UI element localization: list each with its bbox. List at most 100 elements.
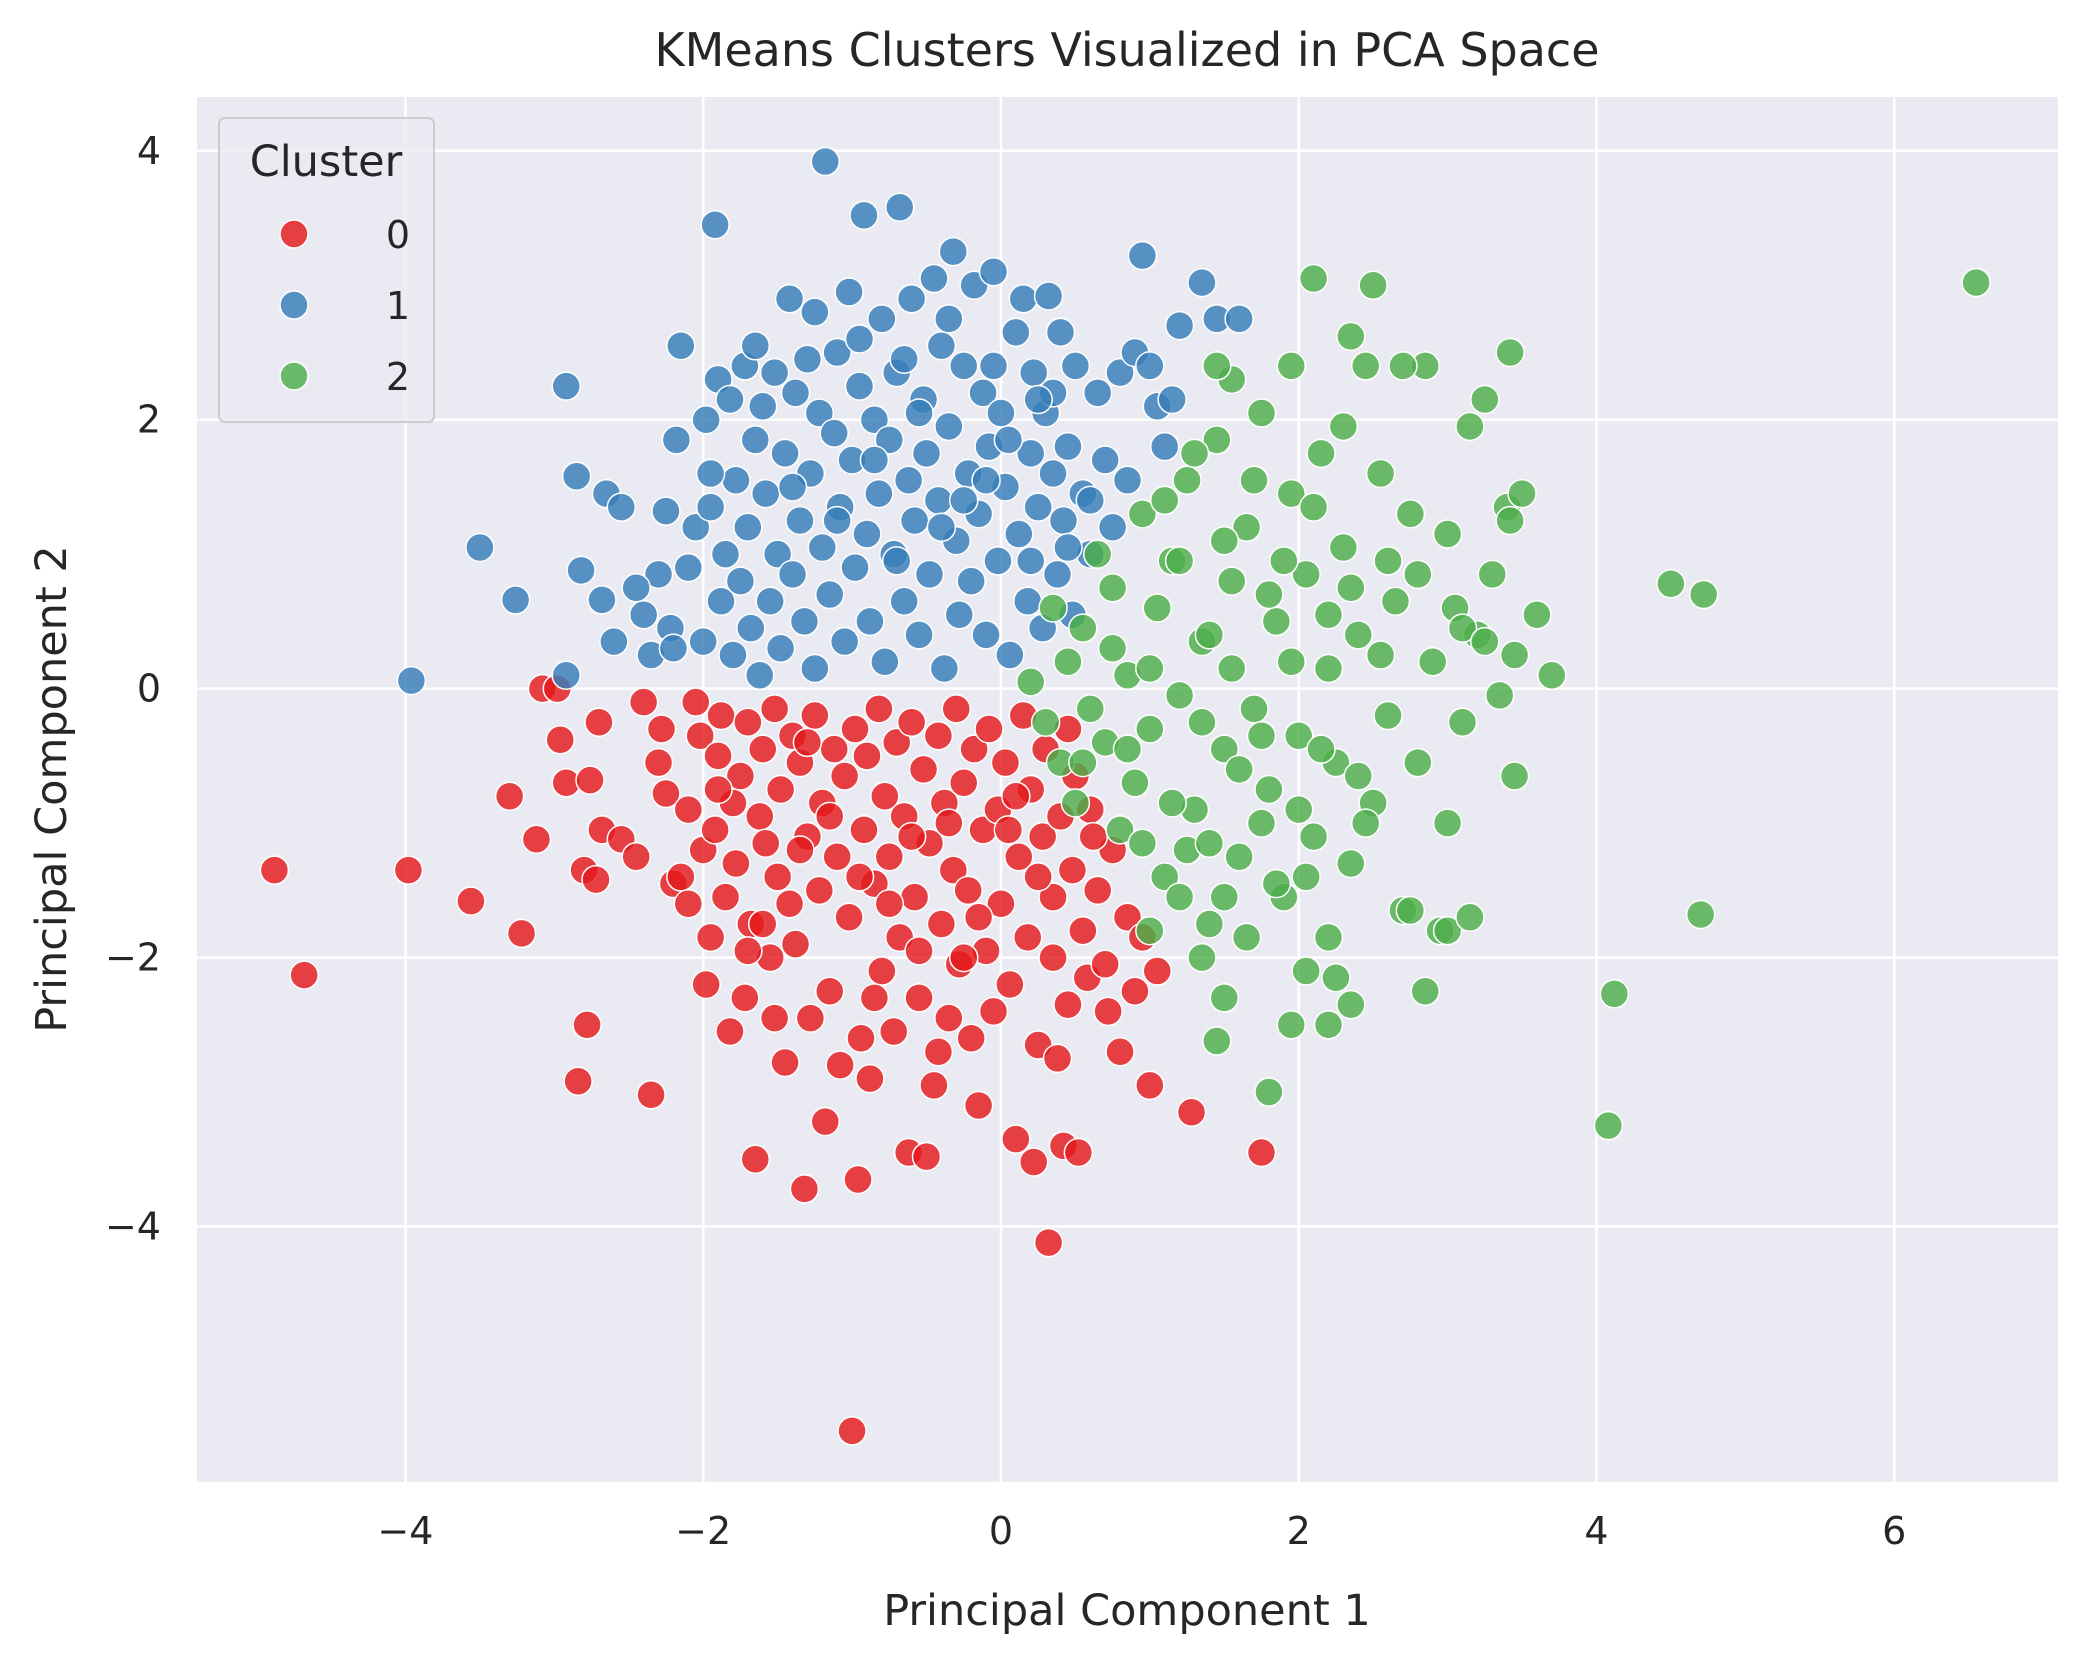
scatter-point: [1656, 569, 1686, 599]
scatter-point: [1001, 1124, 1031, 1154]
scatter-point: [1105, 357, 1135, 388]
scatter-point: [978, 257, 1009, 287]
scatter-point: [1455, 902, 1485, 932]
scatter-point: [765, 633, 796, 664]
scatter-point: [1068, 915, 1098, 946]
scatter-point: [993, 815, 1024, 845]
scatter-point: [1097, 633, 1128, 664]
scatter-point: [740, 1144, 771, 1175]
scatter-point: [1447, 707, 1478, 738]
scatter-point: [1216, 566, 1247, 596]
scatter-point: [1023, 384, 1053, 415]
scatter-point: [740, 331, 771, 361]
scatter-point: [1209, 734, 1240, 764]
scatter-point: [814, 801, 845, 832]
scatter-point: [1499, 640, 1530, 670]
scatter-point: [1495, 337, 1525, 368]
scatter-point: [1254, 1077, 1284, 1107]
scatter-point: [1127, 240, 1158, 271]
scatter-point: [736, 613, 766, 643]
scatter-point: [1254, 579, 1284, 610]
scatter-point: [904, 983, 934, 1013]
scatter-point: [1291, 559, 1321, 590]
scatter-point: [1068, 747, 1098, 778]
scatter-point: [849, 815, 879, 845]
scatter-point: [651, 778, 681, 809]
scatter-point: [956, 1023, 986, 1054]
scatter-point: [1001, 781, 1031, 811]
scatter-point: [745, 660, 775, 690]
scatter-point: [1239, 694, 1269, 724]
scatter-point: [1254, 774, 1284, 805]
scatter-point: [628, 687, 659, 717]
scatter-point: [700, 815, 730, 845]
scatter-point: [666, 862, 696, 892]
scatter-point: [1112, 902, 1143, 932]
scatter-point: [934, 411, 964, 442]
scatter-point: [864, 694, 894, 724]
scatter-point: [1216, 653, 1247, 684]
scatter-point: [874, 889, 905, 919]
scatter-point: [800, 297, 830, 327]
scatter-point: [599, 626, 629, 657]
scatter-point: [551, 371, 581, 401]
scatter-point: [1261, 868, 1292, 899]
scatter-point: [1112, 465, 1143, 495]
scatter-point: [986, 398, 1016, 428]
scatter-point: [1417, 647, 1448, 677]
scatter-point: [859, 445, 890, 475]
scatter-point: [1276, 647, 1307, 677]
scatter-point: [859, 983, 890, 1013]
x-tick-label: 0: [989, 1509, 1013, 1553]
scatter-point: [1015, 667, 1046, 697]
scatter-point: [1283, 720, 1314, 751]
scatter-point: [1033, 281, 1064, 311]
scatter-point: [1038, 882, 1068, 912]
scatter-point: [956, 566, 986, 596]
scatter-point: [587, 585, 617, 615]
scatter-point: [884, 192, 915, 223]
scatter-point: [948, 768, 979, 798]
scatter-point: [953, 875, 983, 906]
scatter-point: [834, 277, 864, 307]
scatter-point: [685, 720, 715, 751]
scatter-point: [1477, 559, 1508, 590]
scatter-point: [703, 774, 733, 805]
scatter-point: [506, 918, 537, 949]
scatter-point: [867, 956, 897, 986]
scatter-point: [1358, 270, 1388, 301]
scatter-point: [800, 700, 830, 731]
scatter-point: [606, 492, 637, 522]
scatter-point: [1499, 761, 1530, 791]
legend-label: 2: [386, 355, 410, 399]
scatter-point: [1321, 963, 1351, 993]
scatter-point: [1537, 660, 1567, 690]
scatter-point: [545, 724, 576, 755]
y-axis-ticks: −4 −2 0 2 4: [105, 129, 161, 1249]
scatter-point: [948, 485, 979, 516]
scatter-point: [1403, 747, 1433, 778]
scatter-point: [829, 761, 860, 791]
scatter-point: [874, 425, 905, 455]
scatter-point: [725, 761, 756, 791]
scatter-point: [759, 357, 790, 388]
scatter-point: [881, 546, 912, 576]
scatter-point: [785, 505, 815, 536]
scatter-point: [1135, 351, 1165, 381]
scatter-point: [837, 1416, 867, 1446]
scatter-point: [1495, 505, 1525, 536]
scatter-point: [870, 781, 900, 811]
scatter-point: [896, 821, 927, 852]
scatter-point: [1013, 586, 1043, 616]
scatter-point: [1261, 606, 1292, 637]
scatter-point: [1484, 680, 1515, 711]
scatter-point: [1298, 492, 1329, 522]
scatter-point: [825, 1050, 855, 1080]
x-tick-label: 2: [1287, 1509, 1311, 1553]
scatter-point: [1053, 989, 1083, 1020]
scatter-point: [1209, 525, 1240, 556]
scatter-point: [1030, 707, 1061, 738]
scatter-point: [978, 351, 1009, 381]
scatter-point: [1013, 922, 1043, 953]
scatter-point: [1246, 398, 1277, 428]
